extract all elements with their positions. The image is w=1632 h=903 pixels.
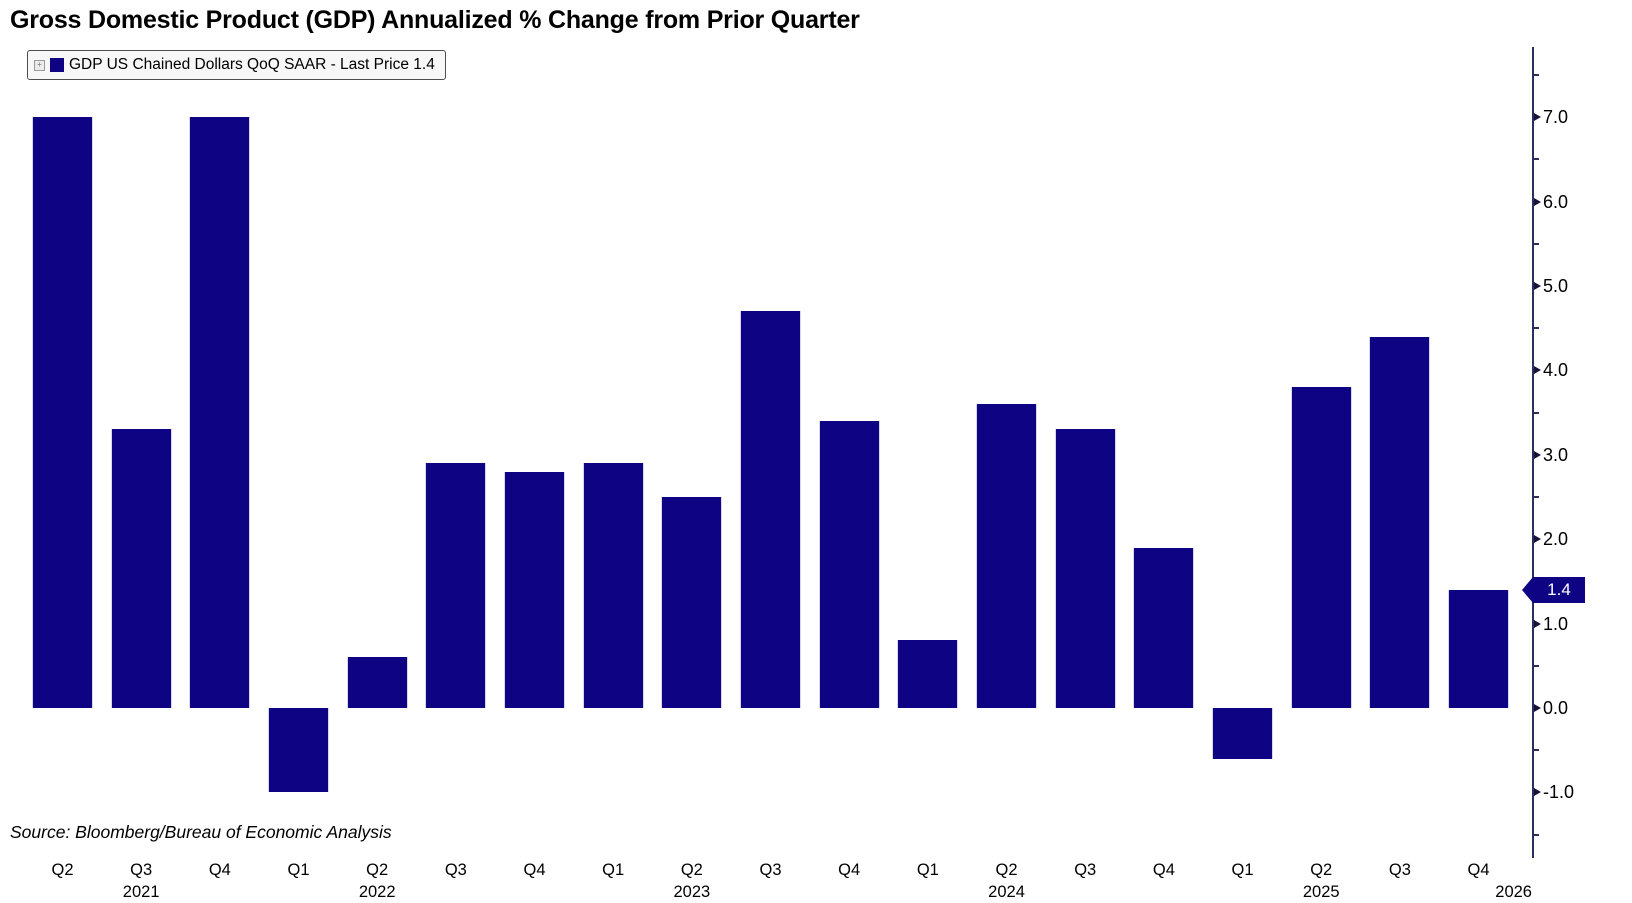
x-tick-label: Q3 bbox=[130, 861, 153, 879]
gdp-bar-q3-2025 bbox=[1369, 336, 1431, 708]
gdp-bar-q1-2023 bbox=[582, 463, 644, 708]
x-year-label: 2026 bbox=[1495, 883, 1532, 901]
y-tick-arrow bbox=[1534, 282, 1541, 290]
y-minor-tick bbox=[1532, 242, 1539, 245]
y-tick-label: 5.0 bbox=[1543, 276, 1569, 296]
gdp-bar-q2-2022 bbox=[346, 657, 408, 708]
x-year-label: 2022 bbox=[358, 883, 396, 901]
x-tick-label: Q1 bbox=[602, 861, 625, 879]
x-tick-label: Q1 bbox=[1231, 861, 1254, 879]
x-year-label: 2025 bbox=[1302, 883, 1340, 901]
x-year-label: 2024 bbox=[988, 883, 1025, 901]
y-tick-arrow bbox=[1534, 535, 1541, 544]
y-tick-arrow bbox=[1534, 197, 1541, 206]
y-tick-label: 7.0 bbox=[1543, 107, 1569, 128]
gdp-bar-q4-2025 bbox=[1448, 589, 1510, 708]
y-tick-label: -1.0 bbox=[1543, 782, 1575, 803]
gdp-bar-q3-2023 bbox=[740, 311, 802, 708]
chart-title: Gross Domestic Product (GDP) Annualized … bbox=[10, 6, 860, 34]
y-minor-tick bbox=[1532, 74, 1539, 76]
gdp-bar-q1-2022 bbox=[268, 708, 329, 793]
gdp-bar-q4-2021 bbox=[189, 117, 251, 708]
x-tick-label: Q2 bbox=[366, 861, 389, 879]
gdp-bar-q3-2021 bbox=[110, 429, 172, 708]
legend-box[interactable]: + GDP US Chained Dollars QoQ SAAR - Last… bbox=[27, 50, 446, 80]
y-tick-arrow bbox=[1534, 788, 1541, 797]
gdp-bar-q2-2024 bbox=[976, 404, 1038, 708]
gdp-bar-q2-2021 bbox=[32, 117, 93, 708]
y-tick-label: 2.0 bbox=[1543, 529, 1569, 550]
x-tick-label: Q4 bbox=[208, 861, 231, 879]
legend-series-label: GDP US Chained Dollars QoQ SAAR - Last P… bbox=[69, 56, 435, 73]
x-tick-label: Q2 bbox=[1310, 861, 1333, 879]
x-tick-label: Q3 bbox=[444, 861, 467, 879]
y-tick-arrow bbox=[1534, 704, 1541, 712]
x-tick-label: Q2 bbox=[680, 861, 703, 879]
gdp-bar-q3-2024 bbox=[1054, 429, 1116, 708]
x-tick-label: Q4 bbox=[1467, 861, 1490, 879]
y-tick-arrow bbox=[1534, 113, 1541, 122]
y-axis-line bbox=[1532, 47, 1534, 858]
y-minor-tick bbox=[1532, 833, 1539, 836]
y-minor-tick bbox=[1532, 496, 1539, 498]
gdp-bar-q2-2023 bbox=[661, 497, 723, 708]
x-tick-label: Q3 bbox=[759, 861, 782, 879]
x-tick-label: Q4 bbox=[523, 861, 546, 879]
legend-series-swatch bbox=[50, 58, 64, 72]
y-tick-label: 3.0 bbox=[1543, 444, 1569, 465]
y-tick-label: 6.0 bbox=[1543, 191, 1569, 212]
y-tick-label: 4.0 bbox=[1543, 360, 1569, 381]
x-tick-label: Q2 bbox=[51, 861, 74, 879]
gdp-bar-q2-2025 bbox=[1290, 387, 1352, 708]
y-tick-label: 0.0 bbox=[1543, 698, 1569, 718]
x-tick-label: Q3 bbox=[1388, 861, 1411, 879]
x-tick-label: Q1 bbox=[916, 861, 939, 879]
y-tick-arrow bbox=[1534, 366, 1541, 375]
x-tick-label: Q1 bbox=[287, 861, 310, 879]
x-tick-label: Q2 bbox=[995, 861, 1018, 879]
y-minor-tick bbox=[1532, 749, 1539, 752]
gdp-bar-q4-2023 bbox=[818, 421, 880, 708]
y-tick-arrow bbox=[1534, 450, 1541, 459]
y-tick-label: 1.0 bbox=[1543, 613, 1569, 634]
x-year-label: 2023 bbox=[673, 883, 711, 901]
gdp-bar-q3-2022 bbox=[425, 463, 487, 708]
y-minor-tick bbox=[1532, 411, 1539, 414]
last-price-arrow bbox=[1522, 576, 1533, 603]
x-year-label: 2021 bbox=[122, 883, 160, 901]
y-minor-tick bbox=[1532, 664, 1539, 667]
x-tick-label: Q4 bbox=[838, 861, 861, 879]
gdp-bar-q4-2024 bbox=[1133, 547, 1195, 708]
gdp-bar-q4-2022 bbox=[504, 471, 566, 708]
gdp-bar-q1-2025 bbox=[1212, 708, 1274, 759]
x-tick-label: Q4 bbox=[1152, 861, 1175, 879]
y-minor-tick bbox=[1532, 327, 1539, 330]
x-tick-label: Q3 bbox=[1074, 861, 1097, 879]
last-price-tag: 1.4 bbox=[1533, 576, 1585, 603]
gdp-bar-q1-2024 bbox=[897, 640, 959, 708]
source-note: Source: Bloomberg/Bureau of Economic Ana… bbox=[10, 822, 392, 842]
y-tick-arrow bbox=[1534, 619, 1541, 628]
legend-expand-icon[interactable]: + bbox=[34, 59, 45, 71]
y-minor-tick bbox=[1532, 158, 1539, 161]
